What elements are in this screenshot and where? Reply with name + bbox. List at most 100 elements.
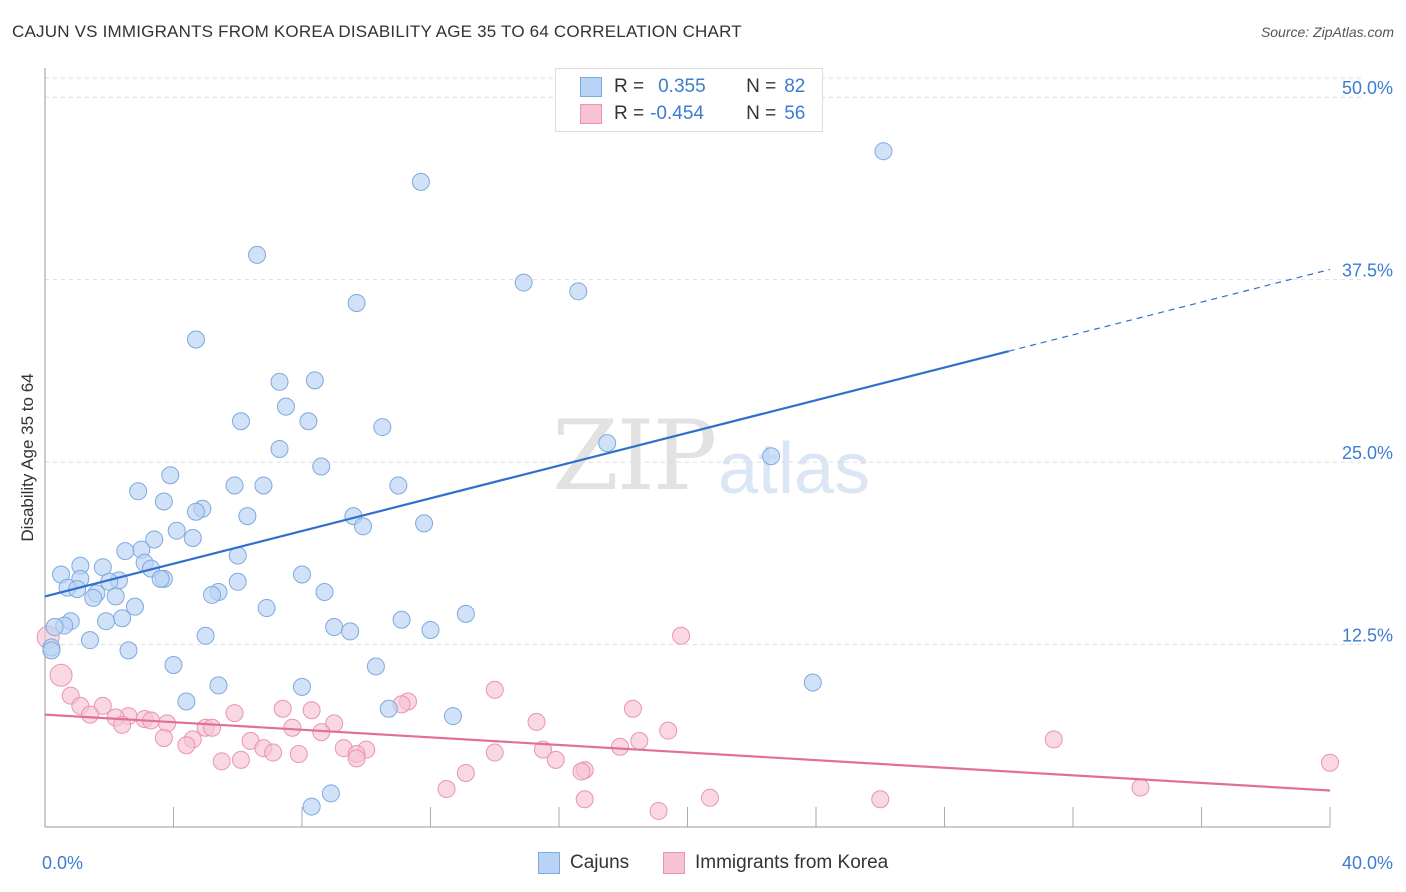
korea-point [1321, 753, 1339, 772]
korea-point [533, 740, 552, 759]
cajuns-point [238, 507, 257, 526]
cajuns-point [203, 585, 222, 604]
cajuns-legend-label: Cajuns [570, 852, 630, 873]
korea-point [93, 696, 112, 715]
r-label: R = [614, 103, 645, 124]
korea-legend-swatch [663, 852, 685, 874]
korea-point [1131, 778, 1150, 797]
r-value: 0.355 [658, 76, 706, 97]
korea-point [630, 731, 649, 750]
y-tick-label: 37.5% [1342, 261, 1393, 281]
korea-point [611, 737, 630, 756]
legend-item-cajuns[interactable]: Cajuns [538, 852, 629, 874]
cajuns-point [415, 514, 434, 533]
cajuns-point [302, 797, 321, 816]
cajuns-point [231, 412, 250, 431]
cajuns-point [569, 282, 588, 301]
n-value: 82 [784, 76, 806, 97]
korea-point [1044, 730, 1063, 749]
korea-swatch [580, 104, 602, 124]
cajuns-point [228, 572, 247, 591]
cajuns-legend-swatch [538, 852, 560, 874]
cajuns-point [145, 530, 164, 549]
korea-point [231, 750, 250, 769]
korea-point [289, 745, 308, 764]
cajuns-point [598, 434, 617, 453]
cajuns-point [186, 330, 205, 349]
cajuns-point [164, 655, 183, 674]
korea-point [649, 801, 668, 820]
cajuns-point [270, 439, 289, 458]
cajuns-point [257, 599, 276, 618]
cajuns-point [45, 618, 64, 637]
korea-point [456, 763, 475, 782]
cajuns-point [116, 542, 135, 561]
cajuns-point [312, 457, 331, 476]
cajuns-point [177, 692, 196, 711]
cajuns-point [129, 482, 148, 501]
x-tick-label-min: 0.0% [42, 853, 83, 873]
legend-row-cajuns: R = 0.355 N = 82 [580, 74, 805, 100]
korea-point [302, 701, 321, 720]
korea-point [623, 699, 642, 718]
korea-point [158, 714, 177, 733]
y-axis-title: Disability Age 35 to 64 [18, 373, 37, 541]
korea-point [527, 712, 546, 731]
korea-trend-line [44, 713, 1331, 792]
cajuns-point [125, 597, 144, 616]
cajuns-point [373, 418, 392, 437]
source-label: Source: ZipAtlas.com [1260, 24, 1394, 40]
x-tick-label-max: 40.0% [1342, 853, 1393, 873]
korea-point [273, 699, 292, 718]
cajuns-point [443, 707, 462, 726]
cajuns-point [80, 631, 99, 650]
watermark-atlas: atlas [718, 429, 871, 509]
cajuns-point [305, 371, 324, 390]
korea-point [672, 626, 691, 645]
cajuns-point [411, 172, 430, 191]
cajuns-point [379, 699, 398, 718]
cajuns-point [874, 142, 893, 161]
cajuns-point [161, 466, 180, 485]
cajuns-swatch [580, 77, 602, 97]
r-value: -0.454 [650, 103, 704, 124]
korea-point [659, 721, 678, 740]
r-label: R = [614, 76, 645, 97]
legend-item-korea[interactable]: Immigrants from Korea [663, 852, 888, 874]
korea-point [113, 715, 132, 734]
korea-point [49, 663, 73, 687]
korea-point [177, 736, 196, 755]
cajuns-point [167, 521, 186, 540]
cajuns-point [270, 372, 289, 391]
correlation-legend: R = 0.355 N = 82 R = -0.454 N = 56 [555, 68, 823, 132]
korea-point [225, 704, 244, 723]
korea-point [264, 743, 283, 762]
cajuns-point [347, 293, 366, 312]
cajuns-point [225, 476, 244, 495]
korea-point [212, 752, 231, 771]
korea-point [485, 680, 504, 699]
korea-point [575, 790, 594, 809]
cajuns-point [366, 657, 385, 676]
cajuns-point [315, 583, 334, 602]
korea-point [437, 780, 456, 799]
cajuns-point [456, 604, 475, 623]
cajuns-point [151, 569, 170, 588]
korea-point [347, 749, 366, 768]
series-legend: Cajuns Immigrants from Korea [0, 852, 1406, 878]
cajuns-trend-line [44, 350, 1010, 598]
watermark-zip: ZIP [552, 400, 717, 512]
cajuns-point [254, 476, 273, 495]
cajuns-point [42, 641, 61, 660]
korea-point [546, 750, 565, 769]
n-value: 56 [784, 103, 806, 124]
cajuns-point [183, 528, 202, 547]
korea-point [572, 762, 591, 781]
cajuns-point [389, 476, 408, 495]
cajuns-point [762, 447, 781, 466]
cajuns-point [209, 676, 228, 695]
cajuns-point [392, 610, 411, 629]
cajuns-point [97, 612, 116, 631]
cajuns-point [113, 609, 132, 628]
